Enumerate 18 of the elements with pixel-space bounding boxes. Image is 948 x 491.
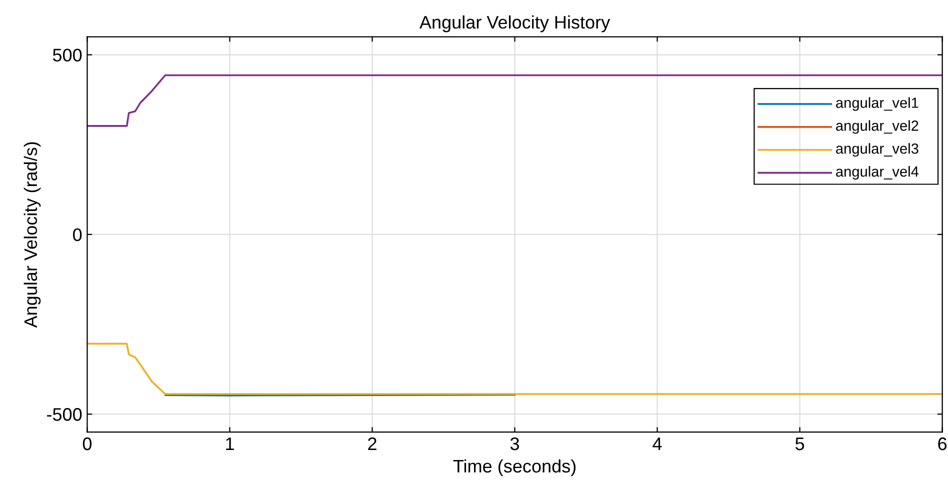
x-tick-label: 1 (226, 438, 234, 450)
x-tick-label: 2 (368, 437, 376, 450)
y-tick-label: 500 (52, 48, 82, 62)
x-tick-label: 5 (796, 438, 804, 450)
legend-label: angular_vel2 (836, 120, 918, 134)
legend-label: angular_vel1 (836, 97, 918, 111)
line-series (87, 342, 942, 395)
chart-title: Angular Velocity History (419, 15, 610, 32)
y-axis-title: Angular Velocity (rad/s) (24, 142, 41, 328)
x-axis-title: Time (seconds) (453, 459, 576, 476)
y-tick-label: 0 (73, 228, 82, 242)
x-tick-label: 6 (938, 437, 947, 450)
x-tick-label: 3 (510, 437, 519, 450)
x-tick-label: 4 (652, 438, 662, 450)
legend-label: angular_vel3 (836, 143, 918, 157)
legend-label: angular_vel4 (836, 166, 919, 180)
y-tick-label: -500 (47, 408, 82, 421)
x-tick-label: 0 (82, 437, 92, 450)
